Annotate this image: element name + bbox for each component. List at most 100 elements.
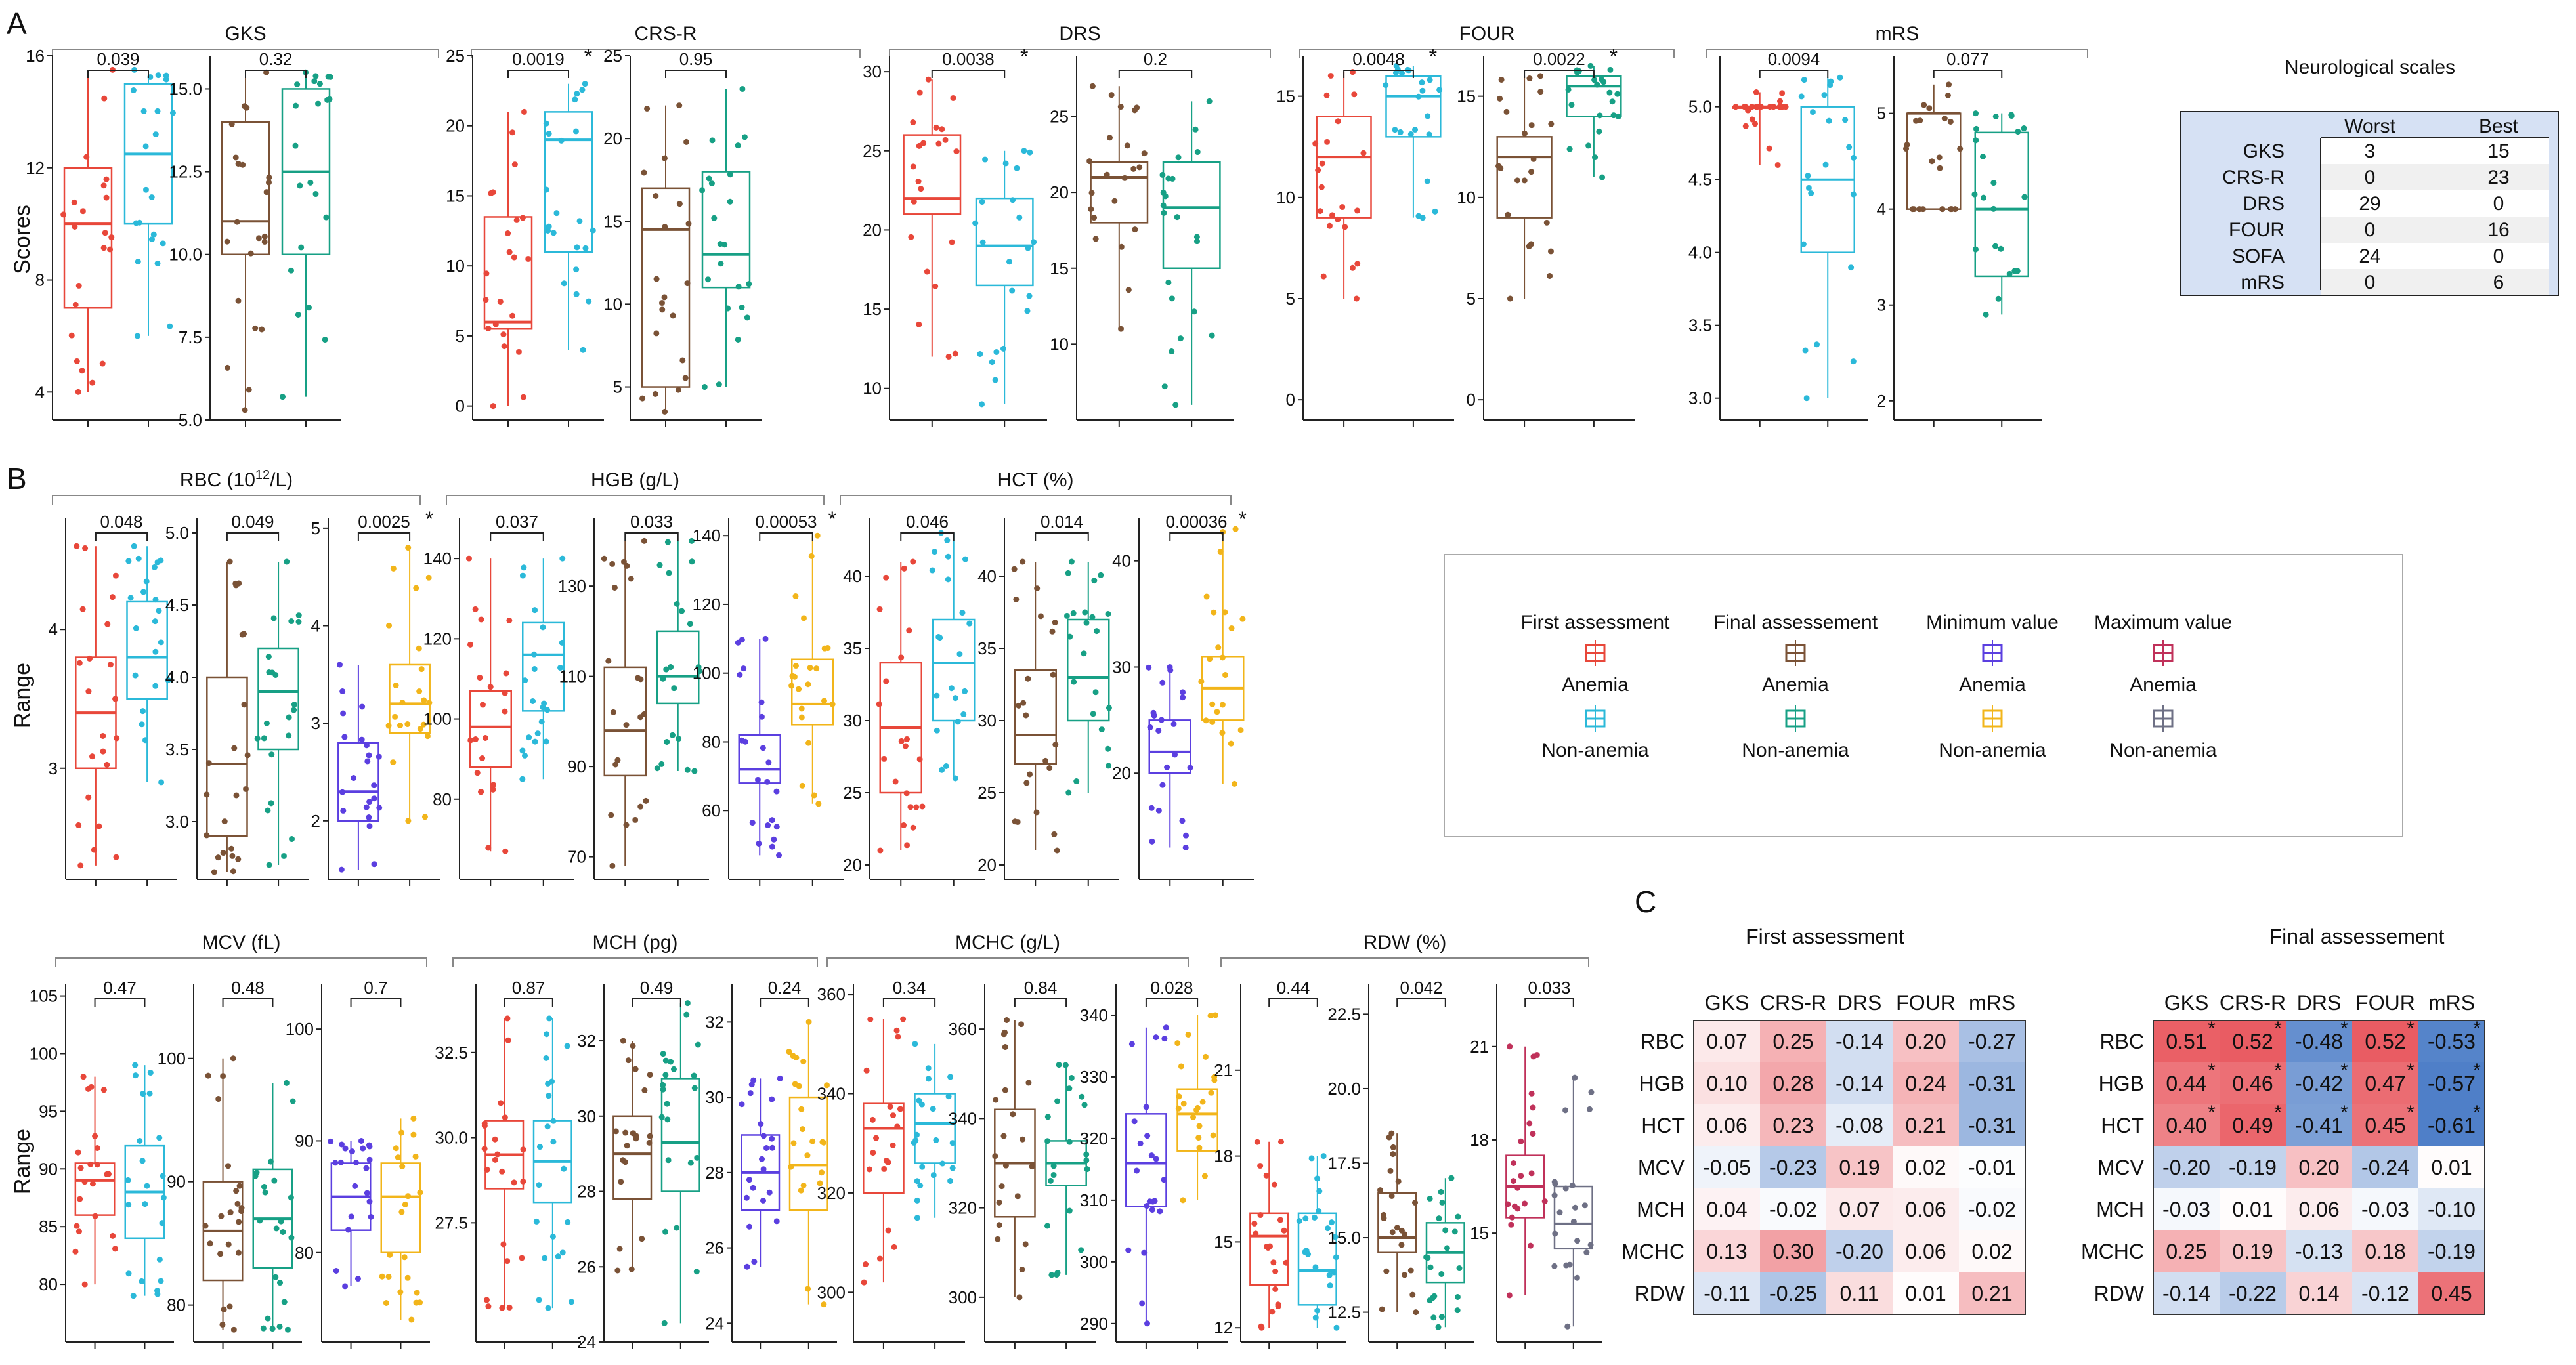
data-point: [160, 1194, 167, 1201]
heatmap-cell: [2153, 1062, 2220, 1104]
y-tick-label: 40: [1112, 551, 1131, 571]
data-point: [230, 1055, 236, 1062]
data-point: [425, 574, 432, 581]
data-point: [935, 140, 942, 147]
data-point: [959, 610, 966, 616]
data-point: [662, 408, 668, 415]
data-point: [804, 1152, 811, 1159]
pvalue-bracket: [1035, 532, 1089, 541]
data-point: [1547, 272, 1553, 279]
data-point: [1082, 609, 1088, 616]
data-point: [244, 752, 251, 759]
data-point: [1732, 104, 1739, 110]
data-point: [916, 142, 922, 149]
data-point: [1588, 1089, 1595, 1095]
significance-star: *: [425, 507, 433, 531]
data-point: [522, 752, 528, 759]
heatmap-cell: [2220, 1104, 2286, 1146]
data-point: [821, 1139, 827, 1146]
data-point: [1451, 1228, 1458, 1235]
box-iqr: [1067, 618, 1110, 722]
heatmap-cell: [2352, 1062, 2418, 1104]
data-point: [401, 1254, 408, 1261]
data-point: [337, 1159, 344, 1166]
data-point: [1108, 92, 1115, 98]
data-point: [1092, 689, 1099, 696]
data-point: [102, 230, 108, 236]
pvalue-label: 0.039: [97, 49, 139, 69]
pvalue-bracket: [226, 532, 280, 541]
data-point: [492, 321, 499, 327]
data-point: [465, 555, 472, 562]
pvalue-label: 0.24: [768, 978, 802, 998]
data-point: [270, 615, 277, 621]
data-point: [1174, 1040, 1181, 1047]
data-point: [676, 102, 683, 109]
data-point: [916, 89, 923, 96]
y-tick-label: 300: [949, 1288, 977, 1307]
data-point: [746, 1177, 752, 1183]
data-point: [81, 1281, 88, 1288]
data-point: [1169, 295, 1175, 302]
data-point: [935, 633, 942, 640]
data-point: [1212, 1012, 1218, 1018]
data-point: [639, 395, 646, 402]
data-point: [472, 606, 479, 612]
data-point: [979, 401, 985, 408]
pvalue-bracket: [1396, 998, 1446, 1007]
data-point: [947, 1074, 954, 1080]
y-tick-label: 21: [1214, 1060, 1233, 1080]
data-point: [277, 1280, 284, 1286]
data-point: [695, 1041, 701, 1048]
data-point: [140, 108, 147, 114]
chart-mch: MCH (pg)27.530.032.50.8724262830320.4924…: [435, 932, 837, 1352]
data-point: [268, 800, 274, 807]
y-tick-label: 20: [843, 855, 862, 875]
box-iqr: [389, 663, 431, 734]
data-point: [1507, 295, 1513, 302]
data-point: [295, 612, 302, 619]
data-point: [670, 1066, 677, 1072]
data-point: [913, 804, 920, 810]
data-point: [526, 734, 532, 741]
data-point: [1329, 212, 1335, 219]
data-point: [1161, 1177, 1167, 1183]
data-point: [709, 137, 716, 144]
data-point: [1193, 234, 1200, 240]
data-point: [265, 1315, 271, 1322]
data-point: [536, 1182, 542, 1188]
data-point: [160, 240, 166, 247]
pvalue-bracket: [624, 532, 679, 541]
data-point: [519, 215, 526, 221]
data-point: [667, 664, 674, 671]
heatmap-star: *: [2473, 1060, 2481, 1082]
data-point: [1162, 193, 1169, 200]
data-point: [546, 1015, 553, 1022]
data-point: [881, 1166, 888, 1172]
data-point: [582, 245, 589, 251]
y-tick-label: 12.5: [169, 162, 202, 182]
data-point: [1209, 701, 1216, 707]
data-point: [253, 1169, 260, 1176]
y-tick-label: 2: [311, 811, 320, 831]
data-point: [226, 558, 233, 565]
title-bracket: [1299, 49, 1675, 58]
data-point: [885, 1227, 891, 1234]
heatmap-cell: [1760, 1146, 1826, 1188]
y-tick-label: 80: [167, 1295, 186, 1315]
data-point: [1302, 1215, 1309, 1222]
data-point: [876, 1255, 883, 1262]
heatmap-cell: [1760, 1062, 1826, 1104]
data-point: [104, 621, 111, 627]
data-point: [550, 1139, 557, 1145]
data-point: [273, 1225, 280, 1232]
data-point: [644, 105, 651, 112]
data-point: [1749, 116, 1755, 123]
data-point: [1021, 148, 1027, 154]
heatmap-row-label: MCH: [1637, 1198, 1685, 1221]
pvalue-bracket: [222, 998, 274, 1007]
data-point: [977, 351, 983, 358]
